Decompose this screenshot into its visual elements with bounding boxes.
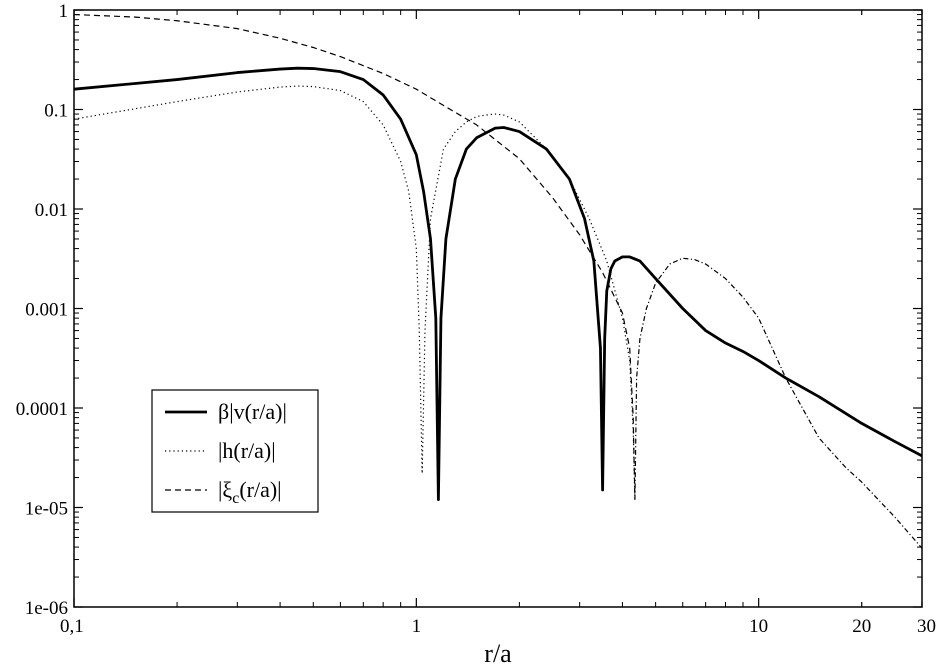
x-tick-label-1: 1 <box>412 616 422 637</box>
tick-labels-layer: 0,1 1 10 20 30 1 0.1 0.01 0.001 0.0001 1e-05 1e-06 <box>16 1 936 637</box>
x-axis-title: r/a <box>484 639 512 666</box>
series-layer <box>73 13 923 549</box>
x-tick-label-4: 30 <box>917 616 936 637</box>
y-tick-label-2: 0.01 <box>35 200 68 221</box>
legend-label-h: |h(r/a)| <box>218 438 276 463</box>
plot-frame <box>73 9 923 608</box>
x-tick-label-2: 10 <box>749 616 768 637</box>
x-tick-label-3: 20 <box>852 616 871 637</box>
y-tick-label-4: 0.0001 <box>16 399 68 420</box>
legend-box <box>151 389 319 513</box>
y-tick-label-1: 0.1 <box>44 101 68 122</box>
legend-label-xi: |ξc(r/a)| <box>218 477 282 507</box>
legend: β|v(r/a)| |h(r/a)| |ξc(r/a)| <box>151 389 319 513</box>
y-tick-label-6: 1e-06 <box>25 598 68 619</box>
y-tick-label-0: 1 <box>59 1 69 22</box>
y-tick-label-5: 1e-05 <box>25 499 68 520</box>
y-tick-label-3: 0.001 <box>25 300 68 321</box>
series-xi-c-tail <box>634 257 923 549</box>
series-h <box>73 85 636 500</box>
series-xi-c <box>73 13 636 500</box>
ticks-layer <box>73 9 923 608</box>
legend-label-beta-v: β|v(r/a)| <box>218 399 287 424</box>
series-beta-v <box>73 66 923 502</box>
x-tick-label-0: 0,1 <box>60 616 84 637</box>
